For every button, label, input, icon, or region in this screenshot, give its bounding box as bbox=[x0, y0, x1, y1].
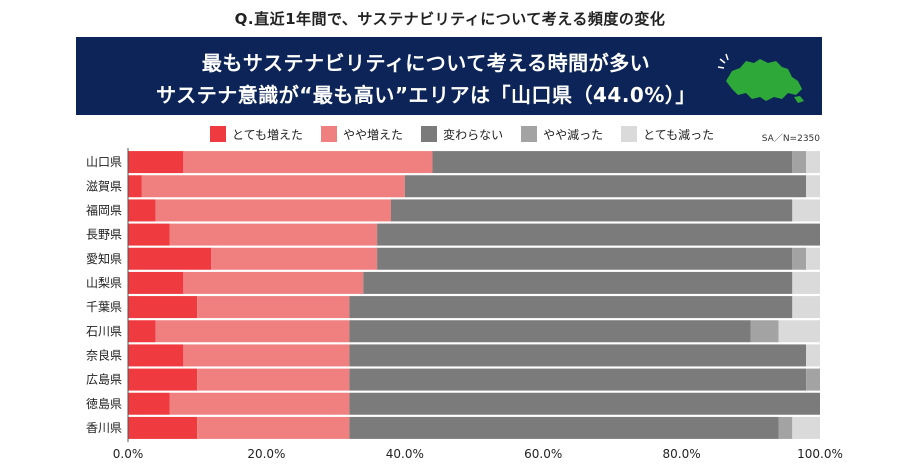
x-tick-label: 60.0% bbox=[524, 447, 562, 461]
bar-segment bbox=[349, 344, 807, 367]
bar-segment bbox=[128, 392, 170, 415]
legend-label: とても増えた bbox=[232, 127, 304, 142]
category-label: 千葉県 bbox=[86, 300, 122, 314]
bar-segment bbox=[183, 151, 433, 174]
legend-item: とても減った bbox=[621, 126, 714, 143]
bar-segment bbox=[806, 368, 820, 391]
category-label: 長野県 bbox=[86, 228, 122, 242]
bar-segment bbox=[128, 416, 198, 439]
bar-segment bbox=[404, 175, 807, 198]
bar-segment bbox=[349, 392, 820, 415]
bar-segment bbox=[169, 223, 378, 246]
category-label: 石川県 bbox=[86, 324, 122, 338]
legend-item: やや増えた bbox=[321, 126, 403, 143]
bar-segment bbox=[377, 223, 820, 246]
bar-segment bbox=[128, 296, 198, 319]
bar-segment bbox=[128, 320, 156, 343]
map-sparkle bbox=[717, 53, 729, 69]
bar-segment bbox=[155, 320, 350, 343]
bar-segment bbox=[778, 416, 793, 439]
bar-segment bbox=[377, 247, 793, 270]
bar-segment bbox=[155, 199, 391, 222]
bar-segment bbox=[806, 344, 820, 367]
bar-segment bbox=[169, 392, 350, 415]
x-tick-label: 100.0% bbox=[797, 447, 843, 461]
bar-segment bbox=[128, 199, 156, 222]
bar-segment bbox=[183, 271, 364, 294]
bar-segment bbox=[750, 320, 779, 343]
x-tick-label: 40.0% bbox=[386, 447, 424, 461]
legend-swatch bbox=[621, 126, 638, 142]
bar-segment bbox=[128, 175, 142, 198]
category-label: 山口県 bbox=[86, 155, 122, 169]
bar-segment bbox=[141, 175, 405, 198]
headline-line-1: 最もサステナビリティについて考える時間が多い bbox=[201, 51, 651, 75]
bar-segment bbox=[183, 344, 350, 367]
sample-size-note: SA／N=2350 bbox=[761, 134, 820, 144]
question-title: Q.直近1年間で、サステナビリティについて考える頻度の変化 bbox=[234, 10, 666, 28]
bar-segment bbox=[390, 199, 793, 222]
legend-swatch bbox=[521, 126, 538, 142]
legend-label: とても減った bbox=[643, 127, 715, 142]
map-island bbox=[794, 96, 804, 103]
bar-segment bbox=[211, 247, 378, 270]
bar-segment bbox=[128, 344, 184, 367]
category-label: 広島県 bbox=[86, 372, 122, 387]
bar-segment bbox=[792, 151, 807, 174]
legend-swatch bbox=[321, 126, 338, 142]
category-label: 愛知県 bbox=[86, 252, 122, 266]
bar-segment bbox=[128, 247, 212, 270]
bar-segment bbox=[128, 151, 184, 174]
bar-segment bbox=[128, 223, 170, 246]
bar-segment bbox=[778, 320, 820, 343]
map-silhouette bbox=[726, 59, 802, 101]
bar-segment bbox=[197, 416, 350, 439]
bar-segment bbox=[792, 296, 820, 319]
bar-segment bbox=[128, 271, 184, 294]
category-label: 香川県 bbox=[86, 421, 122, 435]
bar-segment bbox=[792, 271, 820, 294]
bar-segment bbox=[349, 416, 779, 439]
bar-segment bbox=[128, 368, 198, 391]
bar-segment bbox=[792, 247, 807, 270]
bar-segment bbox=[197, 296, 350, 319]
category-label: 徳島県 bbox=[86, 396, 122, 411]
bar-segment bbox=[792, 199, 820, 222]
bar-segment bbox=[349, 320, 751, 343]
category-label: 奈良県 bbox=[86, 347, 122, 362]
bar-segment bbox=[363, 271, 793, 294]
category-label: 滋賀県 bbox=[86, 179, 122, 193]
legend-label: 変わらない bbox=[443, 127, 504, 142]
bar-segment bbox=[806, 175, 820, 198]
bar-segment bbox=[432, 151, 793, 174]
bar-segment bbox=[792, 416, 820, 439]
legend-item: やや減った bbox=[521, 126, 603, 143]
legend-label: やや減った bbox=[543, 127, 604, 142]
bar-segment bbox=[806, 247, 820, 270]
legend-swatch bbox=[421, 126, 438, 142]
yamaguchi-map-icon bbox=[717, 53, 804, 103]
x-tick-label: 20.0% bbox=[247, 447, 285, 461]
headline-banner: 最もサステナビリティについて考える時間が多い サステナ意識が“最も高い”エリアは… bbox=[76, 37, 822, 115]
x-tick-label: 80.0% bbox=[663, 447, 701, 461]
bar-segment bbox=[349, 296, 793, 319]
legend-item: とても増えた bbox=[210, 126, 303, 143]
bar-segment bbox=[806, 151, 820, 174]
x-tick-label: 0.0% bbox=[113, 447, 144, 461]
chart-legend: とても増えた やや増えた 変わらない やや減った とても減った bbox=[210, 124, 714, 144]
headline-line-2: サステナ意識が“最も高い”エリアは「山口県（44.0%）」 bbox=[156, 83, 696, 107]
category-label: 山梨県 bbox=[86, 276, 122, 290]
legend-item: 変わらない bbox=[421, 126, 503, 143]
legend-label: やや増えた bbox=[343, 127, 404, 142]
category-label: 福岡県 bbox=[86, 202, 122, 217]
bar-segment bbox=[197, 368, 350, 391]
bar-segment bbox=[349, 368, 807, 391]
legend-swatch bbox=[210, 126, 226, 142]
